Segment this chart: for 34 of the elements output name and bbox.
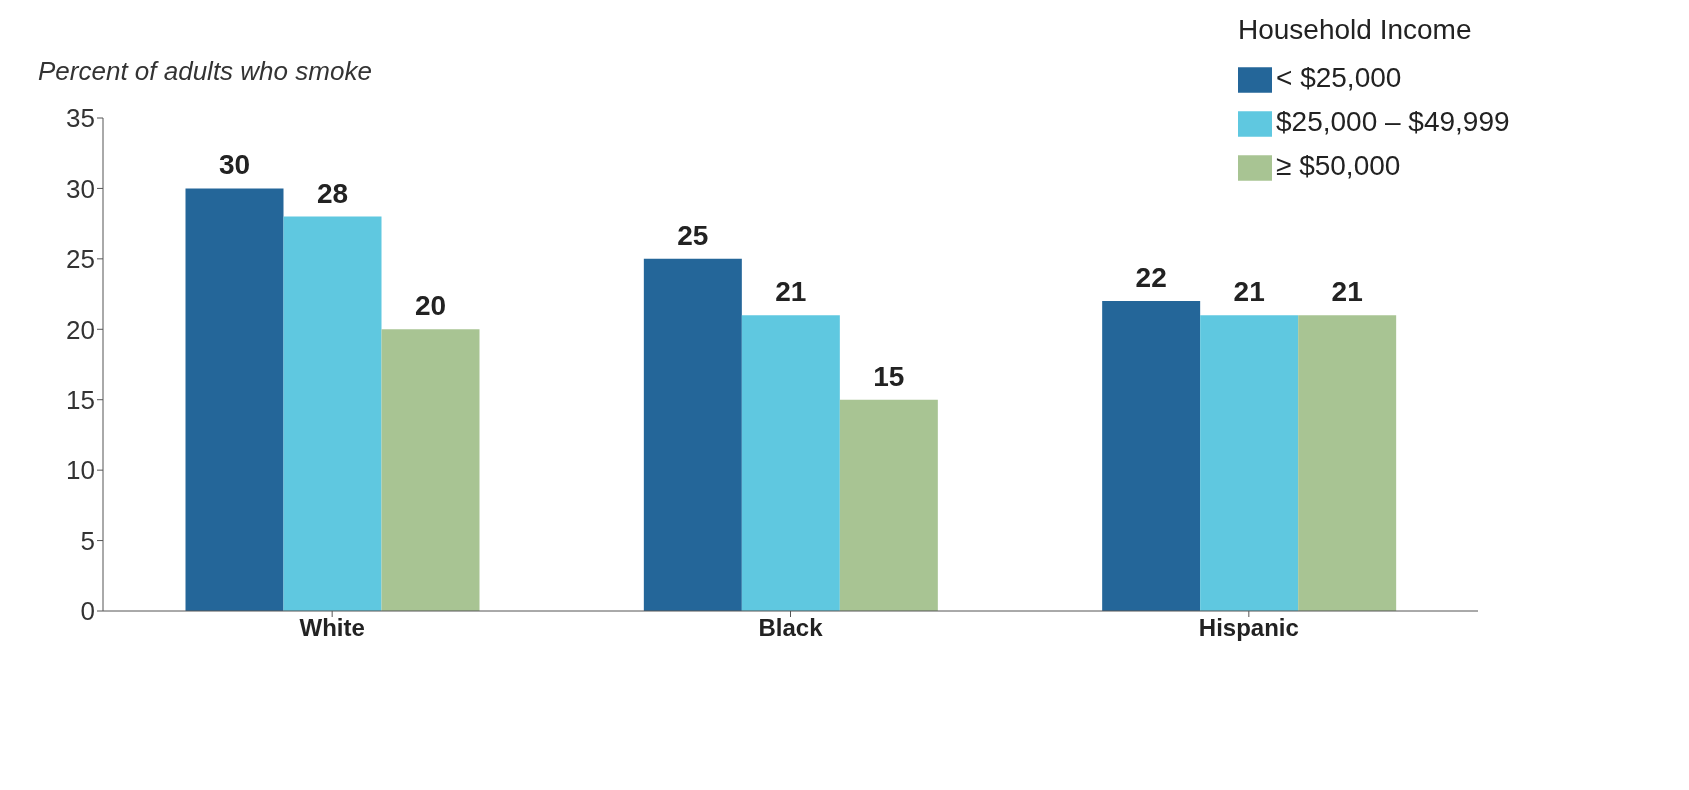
y-tick-label: 20	[66, 314, 95, 345]
data-label: 15	[873, 360, 905, 392]
y-tick-label: 30	[66, 173, 95, 204]
data-label: 21	[1233, 276, 1265, 308]
bar	[741, 315, 840, 611]
legend-label: < $25,000	[1276, 62, 1402, 93]
y-tick-label: 35	[66, 103, 95, 134]
bar	[283, 216, 382, 611]
x-tick-label: Hispanic	[1198, 614, 1299, 642]
data-label: 22	[1135, 262, 1167, 294]
bar	[185, 188, 284, 611]
x-tick-label: Black	[758, 614, 824, 642]
bar	[1298, 315, 1397, 611]
legend-label: $25,000 – $49,999	[1276, 106, 1510, 137]
data-label: 30	[218, 149, 251, 181]
data-label: 28	[316, 177, 349, 209]
data-label: 20	[414, 290, 447, 322]
data-label: 25	[677, 219, 709, 251]
y-tick-label: 0	[80, 596, 95, 627]
y-tick-label: 5	[80, 525, 95, 556]
y-tick-label: 25	[66, 244, 95, 275]
bar	[839, 399, 938, 611]
bar	[1102, 301, 1201, 611]
legend-label: ≥ $50,000	[1276, 150, 1401, 181]
y-axis-title: Percent of adults who smoke	[38, 56, 372, 87]
data-label: 21	[1331, 276, 1363, 308]
legend-title: Household Income	[1238, 14, 1472, 46]
data-label: 21	[775, 276, 807, 308]
bar	[1200, 315, 1299, 611]
y-tick-label: 15	[66, 384, 95, 415]
bar	[643, 258, 742, 611]
x-tick-label: White	[299, 614, 365, 642]
bar	[381, 329, 480, 611]
y-tick-label: 10	[66, 455, 95, 486]
